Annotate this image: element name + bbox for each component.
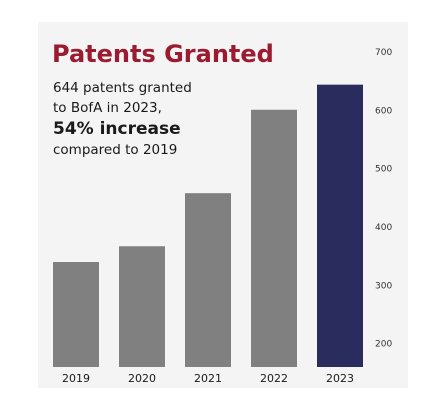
bar-2021 [185, 193, 231, 367]
subtitle-line-2: to BofA in 2023, [53, 100, 162, 116]
subtitle-highlight: 54% increase [53, 119, 181, 139]
x-tick-labels: 2019 2020 2021 2022 2023 [62, 372, 354, 385]
x-tick-label-2019: 2019 [62, 372, 90, 385]
chart-title: Patents Granted [52, 40, 274, 68]
bar-2020 [119, 246, 165, 367]
subtitle-line-1: 644 patents granted [53, 80, 192, 96]
x-tick-label-2020: 2020 [128, 372, 156, 385]
bar-2019 [53, 262, 99, 367]
y-tick-label-500: 500 [375, 165, 392, 175]
y-tick-label-200: 200 [375, 340, 392, 350]
chart-subtitle: 644 patents granted to BofA in 2023, 54%… [53, 78, 253, 160]
y-tick-labels: 200 300 400 500 600 700 [375, 48, 392, 350]
x-tick-label-2023: 2023 [326, 372, 354, 385]
x-tick-label-2022: 2022 [260, 372, 288, 385]
y-tick-label-400: 400 [375, 223, 392, 233]
bar-2023 [317, 84, 363, 368]
y-tick-label-600: 600 [375, 106, 392, 116]
y-tick-label-700: 700 [375, 48, 392, 58]
bar-2022 [251, 109, 297, 367]
subtitle-tail: compared to 2019 [53, 142, 178, 158]
x-tick-label-2021: 2021 [194, 372, 222, 385]
bars-group [53, 84, 363, 368]
y-tick-label-300: 300 [375, 281, 392, 291]
